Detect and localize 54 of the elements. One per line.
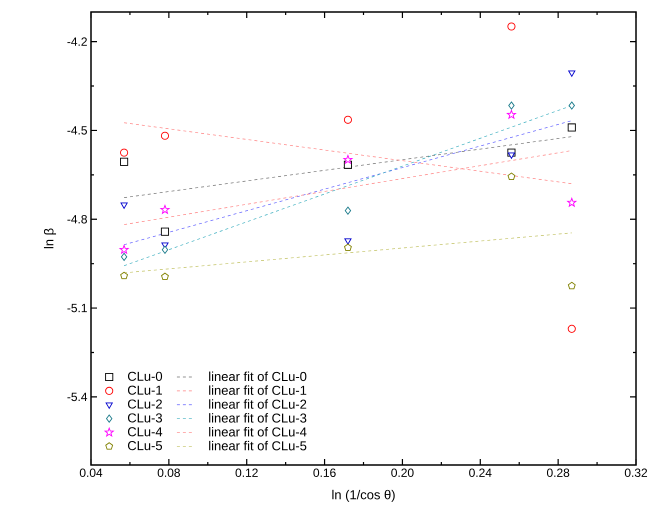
point bbox=[568, 282, 576, 290]
point bbox=[508, 102, 515, 110]
point bbox=[568, 324, 576, 333]
y-axis-title: ln β bbox=[44, 228, 56, 248]
x-tick-label: 0.24 bbox=[469, 468, 492, 477]
point bbox=[120, 252, 128, 261]
point bbox=[120, 244, 129, 254]
x-axis-title: ln (1/cos θ) bbox=[332, 490, 395, 502]
x-tick-label: 0.16 bbox=[313, 468, 336, 477]
point bbox=[162, 246, 168, 254]
y-tick-label: -4.8 bbox=[67, 215, 87, 224]
legend-label: linear fit of CLu-3 bbox=[209, 413, 306, 423]
point bbox=[568, 123, 576, 132]
point bbox=[568, 102, 575, 110]
legend-label: CLu-1 bbox=[128, 386, 162, 395]
legend-label: CLu-4 bbox=[128, 427, 162, 436]
y-tick-label: -5.1 bbox=[67, 304, 87, 312]
x-tick-label: 0.08 bbox=[158, 468, 180, 477]
point bbox=[506, 110, 516, 119]
y-tick-label: -4.5 bbox=[67, 126, 87, 135]
point bbox=[568, 70, 576, 77]
legend-label: linear fit of CLu-5 bbox=[209, 440, 306, 450]
x-tick-label: 0.04 bbox=[80, 468, 102, 477]
legend-label: CLu-2 bbox=[128, 399, 162, 409]
x-tick-label: 0.32 bbox=[624, 468, 648, 477]
point bbox=[344, 116, 352, 124]
legend-label: CLu-5 bbox=[128, 441, 162, 450]
point bbox=[344, 206, 352, 215]
legend-label: CLu-0 bbox=[128, 372, 162, 381]
legend-label: linear fit of CLu-0 bbox=[209, 372, 306, 382]
point bbox=[160, 132, 170, 140]
point bbox=[508, 152, 515, 159]
y-tick-label: -5.4 bbox=[67, 392, 88, 402]
point bbox=[120, 272, 128, 280]
legend-label: linear fit of CLu-1 bbox=[209, 385, 306, 395]
x-tick-label: 0.20 bbox=[391, 468, 414, 477]
x-tick-label: 0.12 bbox=[236, 468, 258, 477]
y-tick-label: -4.2 bbox=[67, 37, 87, 46]
point bbox=[344, 244, 352, 252]
x-tick-label: 0.28 bbox=[546, 468, 570, 477]
point bbox=[343, 154, 352, 164]
point bbox=[161, 272, 169, 280]
point bbox=[344, 238, 352, 245]
legend-label: linear fit of CLu-4 bbox=[209, 427, 306, 437]
legend-label: CLu-3 bbox=[128, 413, 162, 422]
point bbox=[120, 148, 128, 157]
point bbox=[160, 205, 170, 214]
legend-label: linear fit of CLu-2 bbox=[209, 399, 306, 409]
point bbox=[508, 172, 516, 180]
point bbox=[567, 198, 576, 207]
point bbox=[160, 228, 170, 236]
point bbox=[120, 202, 128, 209]
point bbox=[507, 22, 516, 31]
point bbox=[120, 158, 128, 166]
